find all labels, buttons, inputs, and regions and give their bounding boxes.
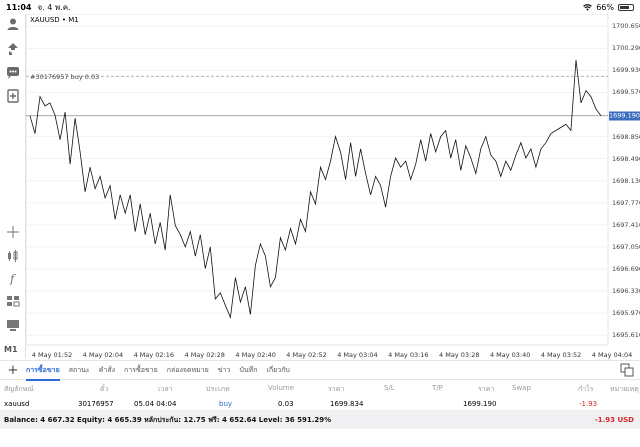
trade-arrows-icon[interactable] (6, 42, 20, 56)
y-tick-label: 1698.850 (612, 132, 640, 141)
panel-toggle-icon[interactable] (620, 363, 634, 377)
function-icon[interactable]: f (6, 271, 20, 285)
timeframe-button[interactable]: M1 (4, 345, 18, 354)
header-tp: T/P (432, 384, 443, 392)
status-right: 66% (583, 3, 634, 12)
x-tick-label: 4 May 03:04 (337, 351, 378, 359)
x-tick-label: 4 May 02:16 (133, 351, 175, 359)
y-tick-label: 1698.130 (612, 176, 640, 185)
svg-text:f: f (9, 272, 17, 285)
x-tick-label: 4 May 02:40 (235, 351, 276, 359)
objects-icon[interactable] (6, 294, 20, 308)
header-symbol: สัญลักษณ์ (4, 385, 34, 393)
tab-about[interactable]: เกี่ยวกับ (266, 365, 290, 374)
y-tick-label: 1697.410 (612, 220, 640, 229)
x-tick-label: 4 May 04:04 (591, 351, 633, 359)
x-tick-label: 4 May 03:28 (439, 351, 480, 359)
x-tick-label: 4 May 03:40 (489, 351, 531, 359)
x-tick-label: 4 May 02:28 (184, 351, 225, 359)
y-tick-label: 1697.050 (612, 242, 640, 251)
chat-icon[interactable] (6, 66, 20, 80)
add-icon[interactable]: + (7, 362, 19, 378)
header-sl: S/L (384, 384, 395, 392)
order-line-label[interactable]: #30176957 buy 0.03 (30, 73, 100, 81)
new-order-icon[interactable] (6, 89, 20, 103)
x-tick-label: 4 May 03:16 (388, 351, 429, 359)
row-type: buy (219, 400, 233, 408)
left-toolbar: f M1 (0, 14, 26, 358)
account-icon[interactable] (6, 17, 20, 31)
y-tick-label: 1700.290 (612, 44, 640, 53)
status-time: 11:04 (6, 2, 32, 12)
indicators-icon[interactable] (6, 249, 20, 263)
x-tick-label: 4 May 03:52 (540, 351, 582, 359)
tab-trade[interactable]: การซื้อขาย (26, 365, 60, 381)
x-tick-label: 4 May 02:04 (82, 351, 124, 359)
status-date: จ. 4 พ.ค. (37, 2, 71, 12)
price-line (29, 59, 602, 319)
x-tick-label: 4 May 01:52 (31, 351, 73, 359)
table-separator (0, 410, 640, 411)
wifi-icon (583, 3, 593, 11)
y-tick-label: 1700.650 (612, 22, 640, 31)
y-tick-label: 1699.570 (612, 88, 640, 97)
plot-area (26, 14, 609, 346)
reference-lines (26, 75, 608, 117)
y-tick-label: 1696.330 (612, 287, 640, 296)
status-bar: 11:04 จ. 4 พ.ค. 66% (0, 0, 640, 14)
current-price-badge: 1699.190 (609, 111, 640, 121)
tab-orders[interactable]: คำสั่ง (98, 365, 116, 374)
battery-percent: 66% (596, 2, 614, 12)
header-profit: กำไร (578, 385, 594, 393)
chart-canvas (26, 14, 609, 346)
row-volume: 0.03 (278, 400, 294, 408)
row-price: 1699.834 (330, 400, 364, 408)
price-chart[interactable]: XAUUSD • M1 #30176957 buy 0.03 1700.650 1… (26, 14, 640, 359)
table-header: สัญลักษณ์ ตั๋ว เวลา ประเภท Volume ราคา S… (0, 380, 640, 396)
tab-history[interactable]: การซื้อขาย (124, 365, 158, 374)
battery-icon (618, 3, 634, 11)
account-summary: Balance: 4 667.32 Equity: 4 665.39 หลักป… (0, 411, 640, 429)
y-tick-label: 1698.490 (612, 154, 640, 163)
header-volume: Volume (268, 384, 295, 392)
total-profit-currency: USD (617, 416, 634, 424)
y-tick-label: 1695.970 (612, 309, 640, 318)
header-comment: หมายเหตุ (610, 385, 639, 393)
balance-summary: Balance: 4 667.32 Equity: 4 665.39 หลักป… (4, 415, 332, 424)
y-tick-label: 1697.770 (612, 198, 640, 207)
y-tick-label: 1696.690 (612, 264, 640, 273)
terminal-tabs: + การซื้อขาย สถานะ คำสั่ง การซื้อขาย กล่… (0, 360, 640, 381)
row-ticket: 30176957 (78, 400, 114, 408)
y-tick-label: 1695.610 (612, 331, 640, 340)
total-profit-value: -1.93 (594, 416, 616, 424)
row-profit: -1.93 (579, 400, 598, 408)
total-profit: -1.93 USD (595, 416, 634, 424)
crosshair-icon[interactable] (6, 225, 20, 239)
row-price2: 1699.190 (463, 400, 497, 408)
row-time: 05.04 04:04 (134, 400, 177, 408)
chart-window-icon[interactable] (6, 318, 20, 332)
header-swap: Swap (512, 384, 531, 392)
header-price2: ราคา (478, 385, 495, 393)
grid (26, 25, 608, 336)
header-ticket: ตั๋ว (100, 385, 109, 393)
row-symbol: xauusd (4, 400, 30, 408)
y-tick-label: 1699.930 (612, 66, 640, 75)
x-tick-label: 4 May 02:52 (286, 351, 327, 359)
trades-table: สัญลักษณ์ ตั๋ว เวลา ประเภท Volume ราคา S… (0, 380, 640, 412)
tab-journal[interactable]: บันทึก (239, 365, 258, 374)
header-price: ราคา (328, 385, 345, 393)
chart-symbol: XAUUSD • M1 (30, 16, 79, 24)
table-row[interactable]: xauusd 30176957 05.04 04:04 buy 0.03 169… (0, 396, 640, 412)
tab-positions[interactable]: สถานะ (68, 365, 90, 374)
header-time: เวลา (158, 385, 173, 393)
tab-news[interactable]: ข่าว (217, 365, 231, 374)
tab-mailbox[interactable]: กล่องจดหมาย (166, 365, 209, 374)
header-type: ประเภท (206, 385, 230, 393)
